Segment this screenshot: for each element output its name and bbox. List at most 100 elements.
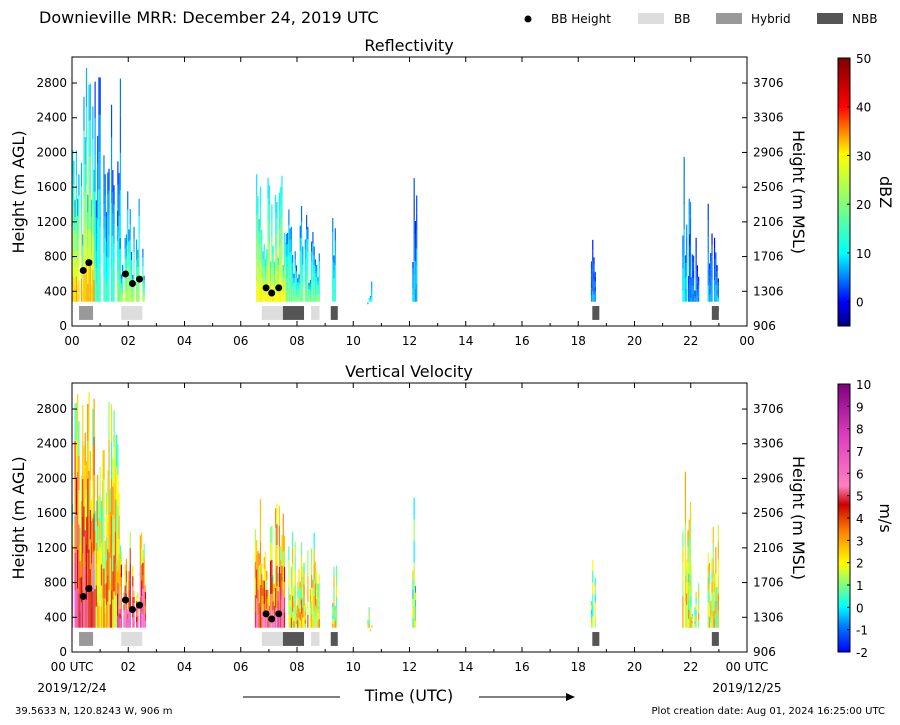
echo-cell — [690, 564, 692, 576]
echo-cell — [73, 254, 75, 279]
echo-cell — [77, 284, 79, 302]
echo-cell — [295, 265, 298, 272]
echo-cell — [263, 580, 265, 593]
echo-cell — [289, 611, 291, 617]
echo-cell — [77, 432, 79, 472]
echo-cell — [684, 293, 687, 302]
bb-type-bar — [121, 632, 143, 646]
bb-type-bar — [330, 306, 338, 320]
echo-cell — [287, 278, 289, 291]
echo-cell — [687, 618, 690, 628]
echo-cell — [293, 587, 295, 595]
echo-cell — [287, 290, 289, 302]
echo-cell — [306, 243, 308, 259]
echo-cell — [300, 556, 303, 571]
echo-cell — [413, 219, 415, 240]
echo-cell — [277, 279, 279, 287]
echo-cell — [271, 269, 273, 286]
echo-cell — [592, 571, 594, 583]
echo-cell — [278, 607, 281, 628]
echo-cell — [280, 573, 282, 587]
echo-cell — [83, 567, 85, 598]
echo-cell — [277, 294, 279, 302]
echo-cell — [707, 615, 709, 628]
echo-cell — [105, 605, 108, 628]
echo-cell — [712, 577, 714, 595]
echo-cell — [716, 593, 718, 601]
echo-cell — [707, 236, 709, 253]
echo-region — [288, 531, 320, 628]
reflectivity-panel: Reflectivity 00 02 04 06 08 10 12 14 16 18 20 22 000… — [9, 36, 895, 348]
x-tick-label: 18 — [571, 334, 586, 348]
echo-cell — [85, 262, 88, 302]
echo-cell — [592, 605, 594, 617]
echo-cell — [127, 623, 129, 628]
echo-cell — [85, 106, 88, 146]
y-tick-label-right: 3306 — [753, 111, 784, 125]
echo-cell — [72, 504, 74, 525]
echo-cell — [257, 284, 259, 302]
echo-region — [332, 218, 336, 302]
echo-cell — [85, 184, 88, 224]
echo-cell — [98, 605, 100, 628]
echo-cell — [311, 281, 313, 292]
echo-cell — [594, 610, 596, 620]
echo-cell — [292, 547, 294, 564]
echo-cell — [314, 294, 317, 302]
colorbar-tick-label: 30 — [856, 149, 871, 163]
echo-cell — [117, 559, 119, 571]
echo-cell — [261, 616, 263, 628]
echo-cell — [289, 228, 291, 241]
echo-cell — [133, 226, 135, 240]
echo-cell — [262, 268, 264, 277]
echo-cell — [258, 615, 260, 628]
echo-cell — [77, 198, 79, 216]
echo-cell — [295, 620, 298, 625]
echo-cell — [276, 586, 278, 608]
echo-cell — [83, 130, 85, 166]
echo-cell — [78, 174, 80, 196]
echo-cell — [711, 244, 713, 257]
echo-cell — [112, 458, 114, 487]
echo-cell — [110, 515, 113, 554]
echo-cell — [687, 293, 690, 298]
echo-cell — [74, 441, 76, 479]
echo-cell — [593, 257, 595, 265]
echo-cell — [103, 179, 105, 205]
echo-cell — [698, 293, 700, 298]
echo-cell — [108, 590, 110, 628]
x-tick-label: 02 — [121, 660, 136, 674]
echo-cell — [84, 562, 86, 596]
echo-cell — [135, 239, 138, 250]
echo-cell — [275, 607, 277, 628]
echo-cell — [124, 280, 126, 292]
echo-cell — [271, 542, 273, 560]
echo-cell — [711, 290, 713, 302]
echo-cell — [294, 542, 296, 557]
echo-cell — [717, 290, 719, 294]
echo-cell — [413, 540, 415, 563]
echo-cell — [266, 249, 268, 259]
echo-cell — [97, 135, 99, 164]
echo-cell — [682, 257, 684, 269]
echo-cell — [112, 599, 114, 628]
echo-cell — [368, 300, 370, 301]
echo-cell — [93, 398, 95, 437]
echo-cell — [79, 594, 81, 612]
echo-cell — [287, 244, 289, 256]
echo-cell — [335, 617, 338, 628]
echo-cell — [272, 618, 274, 628]
echo-cell — [590, 614, 593, 619]
echo-cell — [110, 553, 113, 591]
echo-cell — [283, 612, 286, 628]
echo-cell — [309, 621, 311, 628]
echo-cell — [74, 403, 76, 442]
echo-cell — [258, 287, 260, 302]
echo-cell — [93, 191, 95, 214]
echo-cell — [124, 617, 126, 628]
echo-cell — [367, 303, 369, 304]
echo-cell — [277, 591, 279, 601]
echo-cell — [594, 281, 596, 287]
echo-cell — [85, 67, 88, 107]
echo-cell — [297, 278, 299, 283]
